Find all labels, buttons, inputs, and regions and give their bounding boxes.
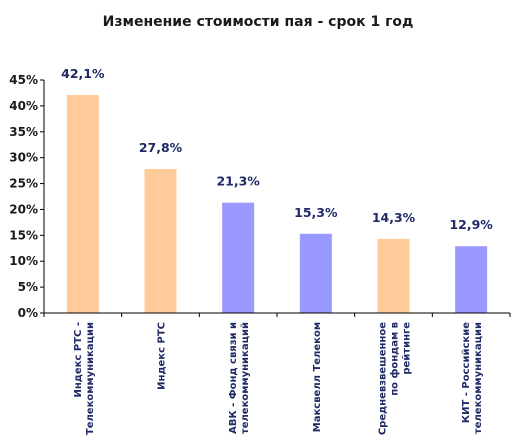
category-label-line: КИТ - Российские — [461, 322, 472, 423]
category-label: АВК - Фонд связи и телекоммуникаций — [228, 322, 251, 434]
data-labels: 42,1% 27,8% 21,3% 15,3% 14,3% 12,9% — [61, 66, 493, 232]
bar — [455, 246, 488, 313]
category-label: Средневзвешенное по фондам в рейтинге — [378, 322, 413, 435]
category-label-line: АВК - Фонд связи и — [228, 322, 239, 434]
data-label: 27,8% — [139, 140, 183, 155]
chart-title: Изменение стоимости пая - срок 1 год — [103, 14, 414, 30]
category-labels: Индекс РТС - Телекоммуникации Индекс РТС АВ… — [73, 322, 484, 435]
y-tick-label: 25% — [9, 177, 38, 191]
category-label-line: Индекс РТС - — [73, 322, 84, 397]
category-label-line: рейтинге — [402, 322, 413, 375]
category-label: Максвелл Телеком — [312, 322, 323, 432]
bar — [377, 238, 410, 313]
category-label: Индекс РТС - Телекоммуникации — [73, 322, 96, 435]
data-label: 15,3% — [294, 205, 338, 220]
y-tick-label: 40% — [9, 99, 38, 113]
category-label-line: Средневзвешенное — [378, 322, 389, 435]
x-axis — [43, 312, 511, 317]
y-tick-label: 15% — [9, 228, 38, 242]
data-label: 12,9% — [449, 217, 493, 232]
y-tick-label: 10% — [9, 254, 38, 268]
category-label-line: Максвелл Телеком — [312, 322, 323, 432]
y-tick-label: 5% — [18, 280, 38, 294]
category-label-line: телекоммуникаций — [240, 322, 251, 434]
data-label: 42,1% — [61, 66, 105, 81]
y-tick-label: 30% — [9, 151, 38, 165]
data-label: 21,3% — [216, 174, 260, 189]
category-label-line: Индекс РТС — [157, 322, 168, 390]
category-label-line: телекоммуникации — [473, 322, 484, 434]
data-label: 14,3% — [372, 210, 416, 225]
bar — [299, 233, 332, 313]
y-tick-label: 20% — [9, 202, 38, 216]
bar — [222, 202, 255, 313]
category-label-line: Телекоммуникации — [85, 322, 96, 435]
y-tick-label: 35% — [9, 125, 38, 139]
category-label-line: по фондам в — [389, 322, 401, 396]
category-label: Индекс РТС — [157, 322, 168, 390]
y-axis: 0% 5% 10% 15% 20% 25% 30% 35% 40% 45% — [9, 73, 45, 320]
category-label: КИТ - Российские телекоммуникации — [461, 322, 484, 434]
bar — [66, 95, 99, 313]
bars — [66, 95, 488, 313]
y-tick-label: 0% — [18, 306, 38, 320]
y-tick-label: 45% — [9, 73, 38, 87]
bar — [144, 169, 177, 313]
